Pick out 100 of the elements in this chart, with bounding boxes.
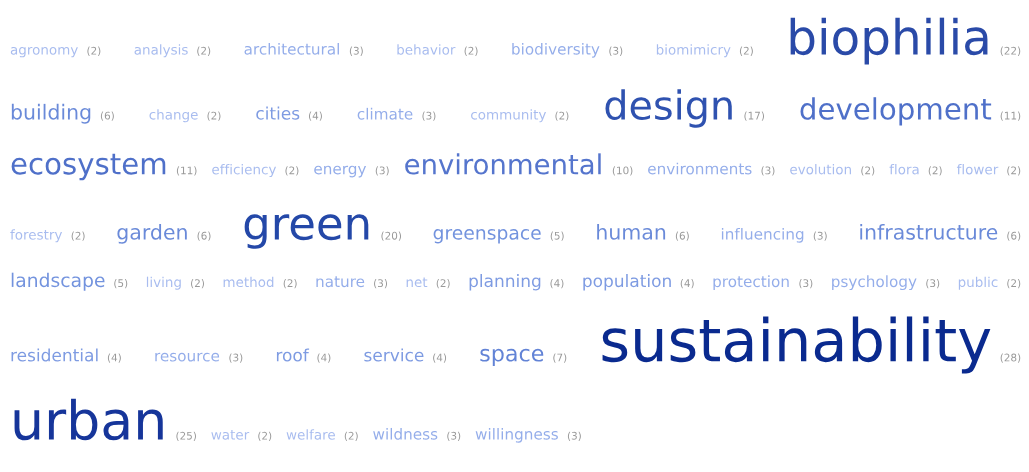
data-label: (2) (258, 431, 272, 441)
category-label: forestry (10, 229, 63, 243)
category-label: living (146, 276, 181, 290)
data-label: (2) (1007, 166, 1021, 176)
category-label: flora (889, 163, 919, 175)
category-label: welfare (286, 429, 335, 440)
category-label: nature (316, 276, 365, 288)
category-label: green (244, 214, 369, 249)
data-label: (4) (107, 353, 121, 363)
data-label: (20) (381, 231, 402, 241)
data-label: (4) (308, 111, 322, 121)
data-label: (4) (433, 353, 447, 363)
category-label: landscape (11, 272, 105, 291)
category-label: influencing (721, 227, 804, 243)
data-label: (2) (464, 46, 478, 56)
category-label: biodiversity (512, 42, 600, 58)
data-label: (11) (176, 166, 197, 176)
data-label: (2) (436, 279, 450, 289)
category-label: garden (117, 223, 187, 244)
data-label: (28) (1000, 353, 1021, 363)
category-label: wildness (373, 427, 438, 440)
category-label: biomimicry (656, 44, 731, 58)
data-label: (4) (550, 279, 564, 289)
category-label: protection (713, 275, 789, 291)
category-label: planning (469, 274, 541, 291)
data-label: (2) (861, 166, 875, 176)
category-label: evolution (790, 163, 851, 175)
data-label: (11) (1000, 111, 1021, 121)
data-label: (10) (612, 166, 633, 176)
data-label: (3) (813, 231, 827, 241)
category-label: development (800, 97, 992, 126)
category-label: building (11, 103, 91, 124)
category-label: population (583, 274, 671, 291)
data-label: (4) (680, 279, 694, 289)
category-label: environments (648, 162, 752, 175)
data-label: (6) (1007, 231, 1021, 241)
data-label: (3) (375, 166, 389, 176)
data-label: (2) (87, 46, 101, 56)
category-label: biophilia (790, 17, 988, 65)
category-label: human (597, 223, 666, 240)
data-label: (3) (609, 46, 623, 56)
category-label: ecosystem (11, 153, 166, 181)
category-label: space (480, 348, 544, 366)
data-label: (3) (422, 111, 436, 121)
data-label: (5) (550, 231, 564, 241)
category-label: agronomy (10, 46, 78, 58)
data-label: (3) (567, 431, 581, 441)
category-label: flower (956, 163, 999, 175)
category-label: water (211, 430, 250, 440)
data-label: (3) (229, 353, 243, 363)
category-label: community (471, 109, 547, 123)
category-label: willingness (475, 427, 558, 443)
data-label: (2) (207, 111, 221, 121)
data-label: (3) (926, 279, 940, 289)
category-label: resource (155, 352, 220, 362)
category-label: cities (256, 106, 300, 120)
data-label: (3) (799, 279, 813, 289)
data-label: (5) (114, 279, 128, 289)
data-label: (2) (1007, 279, 1021, 289)
category-label: net (406, 277, 428, 288)
category-label: greenspace (433, 229, 541, 244)
data-label: (4) (317, 353, 331, 363)
data-label: (3) (447, 431, 461, 441)
data-label: (25) (176, 431, 196, 441)
data-label: (3) (374, 279, 388, 289)
category-label: behavior (397, 44, 456, 55)
data-label: (6) (675, 231, 689, 241)
data-label: (2) (197, 46, 211, 56)
category-label: sustainability (602, 316, 991, 374)
category-label: energy (314, 165, 367, 178)
category-label: efficiency (212, 163, 277, 178)
data-label: (3) (761, 166, 775, 176)
data-label: (2) (928, 166, 942, 176)
data-label: (7) (553, 353, 567, 363)
category-label: public (958, 276, 998, 290)
data-label: (6) (197, 231, 211, 241)
data-label: (17) (744, 111, 765, 121)
data-label: (2) (344, 431, 358, 441)
category-label: psychology (832, 275, 917, 291)
data-label: (6) (100, 111, 114, 121)
category-label: infrastructure (860, 223, 998, 240)
category-label: method (223, 276, 274, 288)
data-label: (3) (349, 46, 363, 56)
category-label: roof (276, 348, 310, 362)
category-label: residential (11, 348, 98, 362)
data-label: (2) (739, 46, 753, 56)
data-label: (2) (283, 279, 297, 289)
data-label: (2) (555, 111, 569, 121)
category-label: climate (357, 107, 413, 120)
category-label: architectural (244, 42, 339, 55)
category-label: urban (14, 398, 163, 441)
data-label: (2) (285, 166, 299, 176)
category-label: change (149, 109, 198, 123)
data-label: (2) (191, 279, 204, 289)
category-label: service (364, 348, 424, 362)
data-label: (22) (1000, 46, 1021, 56)
data-label: (2) (71, 231, 85, 241)
category-label: environmental (405, 153, 601, 175)
category-label: analysis (134, 44, 188, 58)
category-label: design (605, 89, 732, 128)
